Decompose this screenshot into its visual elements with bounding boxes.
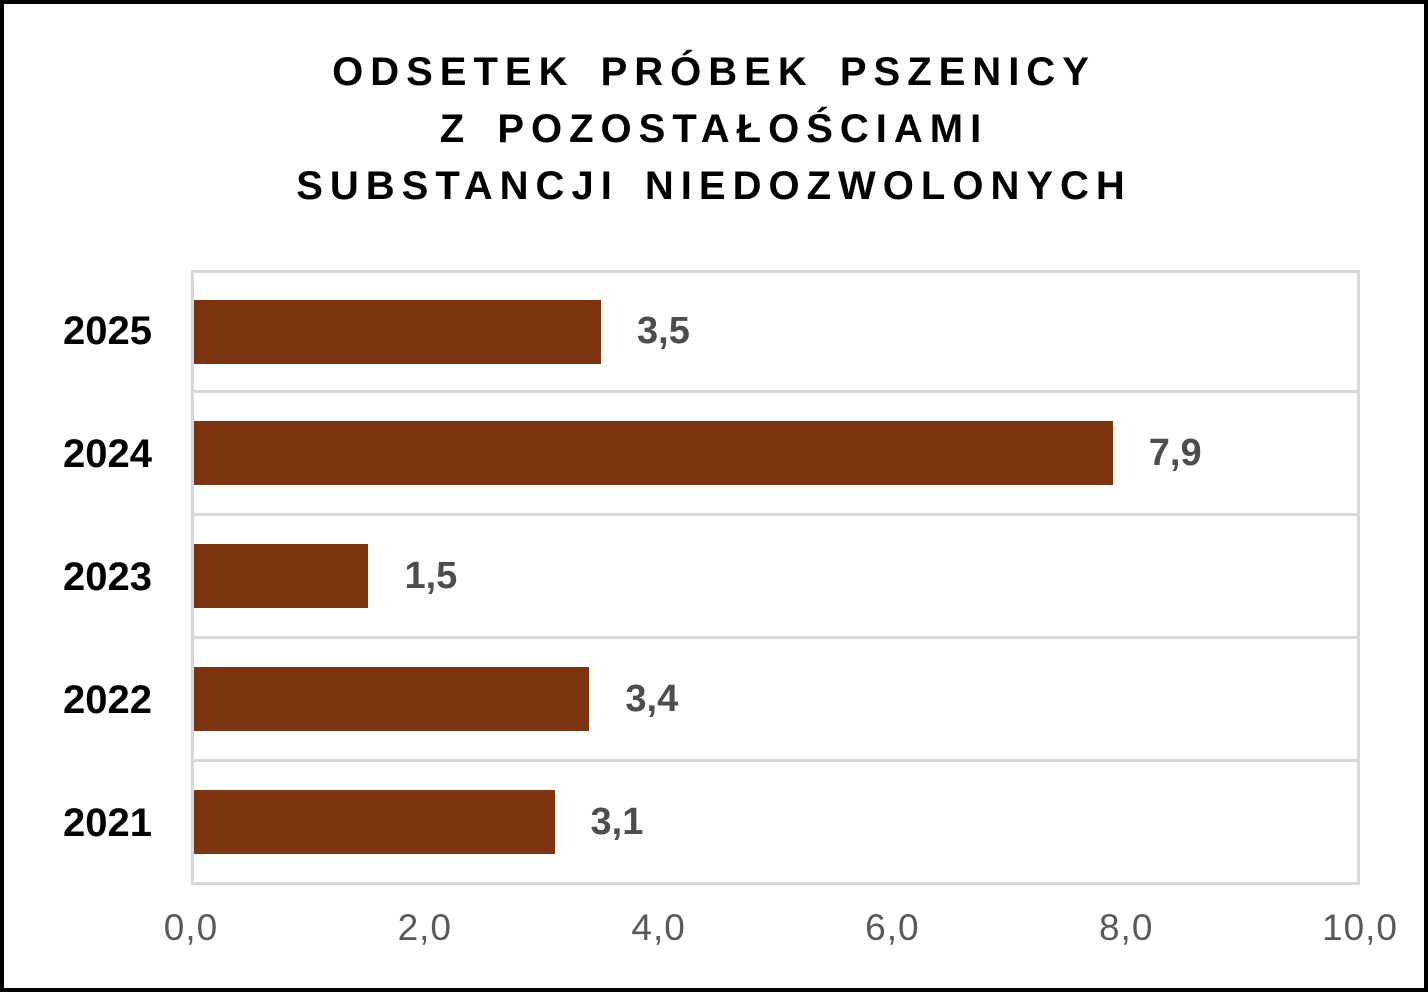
category-label: 2023 [63,555,152,599]
bar [194,544,369,608]
chart-title-line-2: Z POZOSTAŁOŚCIAMI [439,107,989,151]
chart-row: 2024 7,9 [4,393,1424,516]
value-label: 3,1 [590,800,644,843]
chart-title: ODSETEK PRÓBEK PSZENICY Z POZOSTAŁOŚCIAM… [24,44,1404,215]
bar-track: 3,5 [191,270,1360,393]
x-tick-label: 4,0 [631,907,686,948]
bar [194,667,590,731]
chart-title-line-3: SUBSTANCJI NIEDOZWOLONYCH [296,164,1132,208]
bar-track: 3,4 [191,639,1360,762]
chart-row: 2021 3,1 [4,762,1424,885]
category-label: 2022 [63,678,152,722]
x-tick-label: 10,0 [1321,907,1399,948]
value-label: 7,9 [1148,431,1202,474]
bar-track: 3,1 [191,762,1360,885]
bar-track: 7,9 [191,393,1360,516]
category-label: 2025 [63,309,152,353]
x-tick-label: 8,0 [1098,907,1154,948]
bar [194,790,555,854]
chart-row: 2025 3,5 [4,270,1424,393]
bar [194,421,1113,485]
x-tick-label: 6,0 [865,907,920,948]
category-label: 2024 [63,432,152,476]
x-axis: 0,0 2,0 4,0 6,0 8,0 10,0 [164,885,1397,975]
value-label: 3,4 [625,677,679,720]
chart-row: 2023 1,5 [4,516,1424,639]
chart-row: 2022 3,4 [4,639,1424,762]
bar [194,299,602,364]
x-tick-label: 2,0 [397,907,453,948]
chart-title-line-1: ODSETEK PRÓBEK PSZENICY [332,50,1096,94]
value-label: 1,5 [404,554,458,597]
plot-area: 2025 3,5 2024 7,9 2023 1,5 2022 3,4 2021… [4,270,1424,885]
bar-chart: 2025 3,5 2024 7,9 2023 1,5 2022 3,4 2021… [4,270,1424,975]
bar-track: 1,5 [191,516,1360,639]
category-label: 2021 [63,801,152,845]
value-label: 3,5 [637,310,690,352]
x-tick-label: 0,0 [163,907,219,948]
